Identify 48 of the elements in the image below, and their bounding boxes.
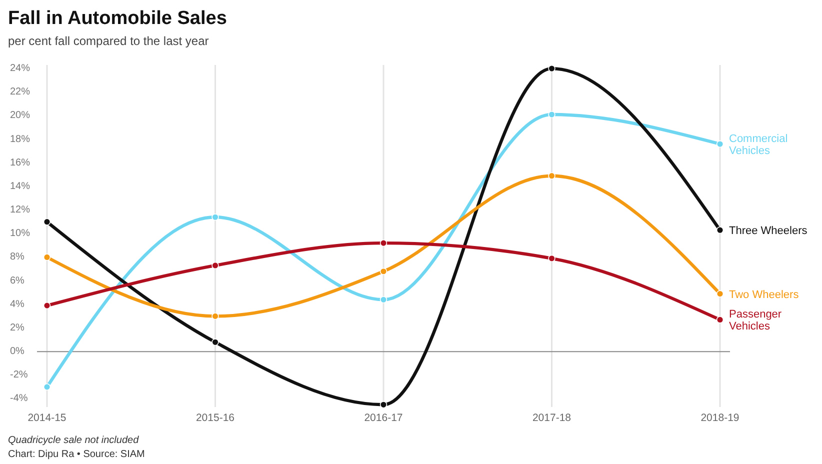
y-tick-label: 10% (10, 228, 30, 240)
series-label: Two Wheelers (729, 288, 800, 301)
y-tick-label: 20% (10, 110, 30, 122)
point (43, 218, 51, 226)
y-tick-label: 24% (10, 63, 30, 74)
y-tick-label: 2% (10, 322, 25, 334)
x-tick-label: 2018-19 (700, 412, 740, 424)
chart-subtitle: per cent fall compared to the last year (8, 34, 209, 48)
y-tick-label: 22% (10, 86, 30, 98)
y-tick-label: 14% (10, 180, 30, 192)
point (380, 239, 388, 247)
x-tick-label: 2014-15 (28, 412, 66, 424)
x-tick-label: 2016-17 (364, 412, 403, 424)
y-tick-label: 8% (10, 252, 25, 263)
point (43, 383, 51, 391)
y-tick-label: 0% (10, 346, 25, 358)
y-tick-label: 16% (10, 157, 30, 168)
text: Chart: Dipu Ra • Source: SIAM (8, 449, 145, 460)
point (212, 338, 219, 346)
point (380, 401, 388, 408)
point (43, 302, 51, 310)
point (212, 214, 219, 221)
chart-title: Fall in Automobile Sales (8, 8, 227, 29)
point (380, 296, 388, 304)
series-label: Three Wheelers (729, 225, 808, 238)
series-label: Passenger Vehicles (729, 308, 782, 333)
point (548, 172, 556, 180)
point (716, 140, 724, 148)
y-tick-label: 12% (10, 204, 30, 216)
point (548, 64, 556, 72)
series-label: Commercial Vehicles (729, 133, 788, 158)
point (716, 226, 724, 234)
point (212, 312, 219, 320)
point (43, 254, 51, 261)
x-tick-label: 2017-18 (532, 412, 572, 424)
point (212, 262, 219, 270)
y-tick-label: -4% (10, 393, 28, 404)
y-tick-label: 18% (10, 134, 30, 145)
point (716, 316, 724, 324)
y-tick-label: 6% (10, 275, 25, 286)
point (548, 254, 556, 262)
y-tick-label: -2% (10, 370, 28, 381)
point (380, 268, 388, 275)
point (548, 110, 556, 118)
y-tick-label: 4% (10, 298, 25, 310)
text: Quadricycle sale not included (8, 435, 140, 446)
x-tick-label: 2015-16 (196, 412, 235, 424)
point (716, 290, 724, 298)
